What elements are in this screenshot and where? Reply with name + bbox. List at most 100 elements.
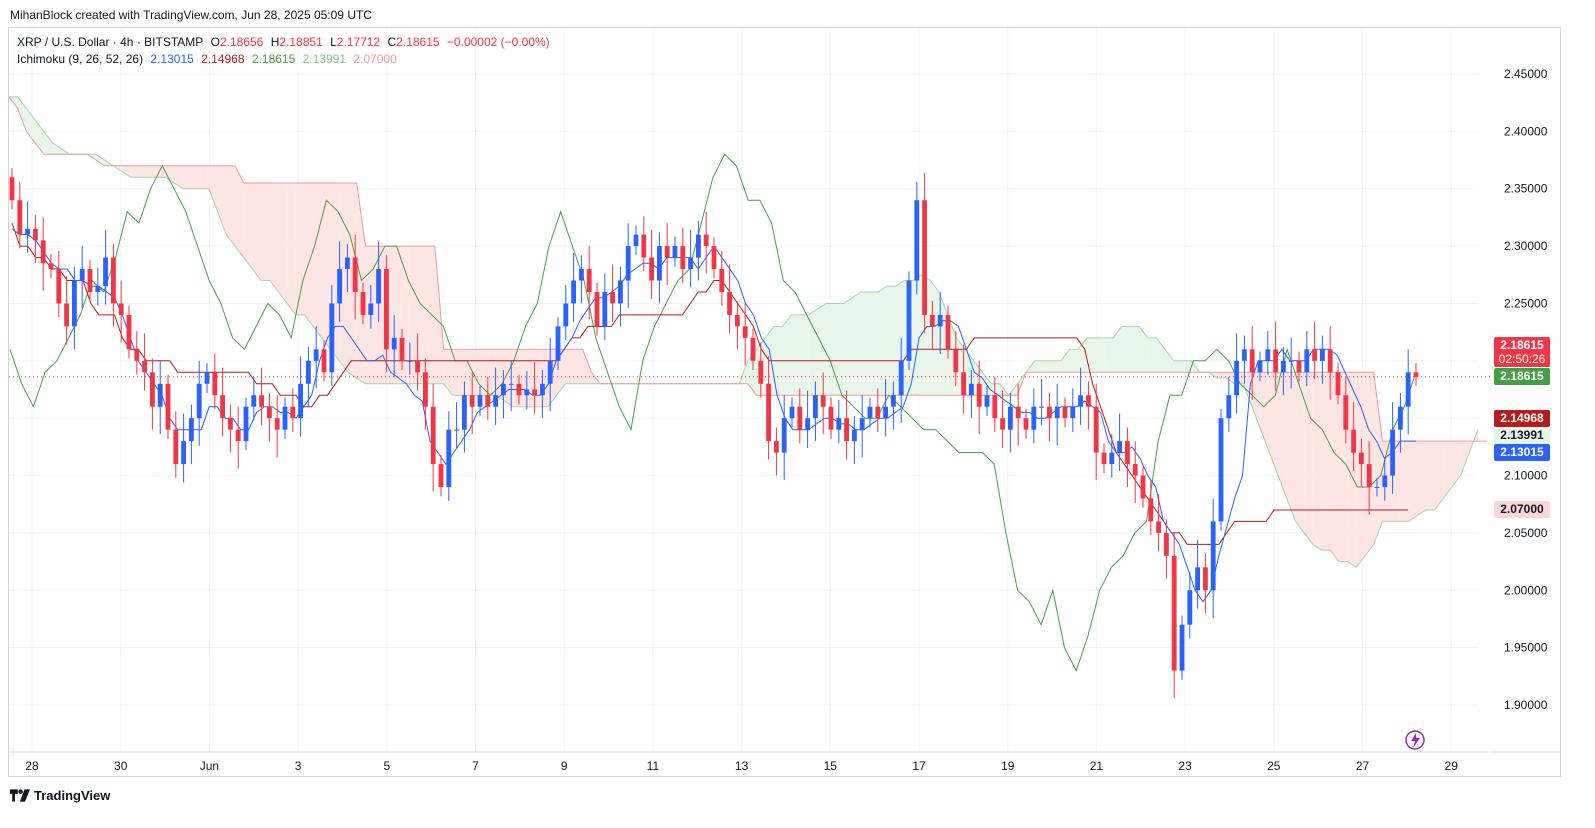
x-tick-label: 27	[1356, 759, 1370, 773]
candle	[422, 358, 428, 430]
candle	[40, 217, 46, 291]
cloud-segment	[426, 246, 435, 384]
candle-body	[1124, 441, 1130, 465]
candle-body	[812, 395, 818, 419]
candle	[337, 241, 343, 322]
candle	[1210, 498, 1216, 618]
candle-body	[1241, 349, 1247, 361]
candle-body	[688, 257, 694, 270]
candle-body	[173, 429, 179, 465]
price-label-text: 2.18615	[1500, 338, 1544, 352]
candle-body	[235, 429, 241, 442]
candle	[1241, 335, 1247, 384]
candle	[571, 252, 577, 322]
candle-body	[446, 429, 452, 488]
candle	[766, 356, 772, 460]
candle-body	[181, 441, 187, 465]
candle	[875, 388, 881, 432]
price-label-bg	[1494, 337, 1550, 367]
candle	[922, 172, 928, 334]
candle-body	[1000, 418, 1006, 430]
y-tick-label: 2.10000	[1504, 469, 1548, 483]
cloud-segment	[982, 372, 992, 396]
cloud-segment	[1408, 441, 1418, 522]
candle-body	[251, 395, 257, 407]
candle	[1382, 457, 1388, 501]
cloud-segment	[860, 291, 870, 396]
candle-body	[789, 406, 795, 419]
candle	[344, 243, 350, 292]
candle-body	[610, 291, 616, 304]
cloud-segment	[208, 165, 218, 212]
x-tick-label: 11	[647, 759, 660, 773]
candle	[945, 305, 951, 359]
cloud-segment	[1225, 372, 1235, 384]
candle	[305, 347, 311, 407]
close-value: 2.18615	[396, 35, 440, 49]
tradingview-brand[interactable]: TradingView	[10, 788, 110, 803]
candle-body	[313, 349, 319, 361]
candle	[953, 330, 959, 387]
candle	[415, 333, 421, 391]
indicator-label[interactable]: Ichimoku (9, 26, 52, 26)	[17, 52, 144, 66]
replay-lightning-icon[interactable]	[1405, 730, 1425, 750]
symbol-label[interactable]: XRP / U.S. Dollar · 4h · BITSTAMP	[17, 35, 204, 49]
high-value: 2.18851	[279, 35, 323, 49]
x-tick-label: 23	[1178, 759, 1192, 773]
candle-body	[422, 372, 428, 407]
cloud-segment	[43, 131, 53, 155]
candle-body	[773, 441, 779, 453]
cloud-segment	[52, 142, 62, 155]
cloud-segment	[878, 286, 887, 396]
candle-body	[625, 246, 631, 281]
candle	[274, 395, 280, 458]
cloud-segment	[321, 182, 331, 350]
candle	[266, 392, 272, 442]
candle-body	[469, 395, 475, 407]
cloud-segment	[200, 165, 209, 189]
cloud-segment	[1217, 372, 1226, 379]
candle-body	[40, 240, 46, 264]
candle-body	[578, 269, 584, 281]
candle	[781, 395, 787, 481]
candle-body	[337, 269, 343, 304]
candle-body	[142, 360, 148, 373]
candle	[1046, 392, 1052, 442]
candle-body	[79, 269, 85, 281]
candle	[758, 342, 764, 398]
candle-body	[1195, 567, 1201, 591]
low-label: L	[330, 35, 337, 49]
cloud-segment	[417, 246, 427, 384]
cloud-segment	[287, 182, 296, 315]
cloud-segment	[930, 280, 940, 396]
candle-body	[844, 418, 850, 442]
candle-body	[485, 395, 491, 407]
candle	[711, 236, 717, 279]
cloud-segment	[1321, 372, 1331, 551]
candle	[976, 360, 982, 435]
candle-body	[1078, 395, 1084, 407]
candle	[1273, 321, 1279, 391]
candle-body	[797, 406, 803, 430]
cloud-segment	[304, 182, 314, 327]
price-label-bg	[1494, 501, 1550, 518]
candle-body	[555, 326, 561, 361]
candle	[1117, 413, 1123, 471]
candle	[851, 415, 857, 465]
candle	[1351, 402, 1357, 471]
cloud-segment	[1443, 441, 1452, 499]
cloud-segment	[1260, 372, 1270, 453]
price-legend-row: XRP / U.S. Dollar · 4h · BITSTAMP O2.186…	[17, 34, 554, 51]
cloud-segment	[852, 291, 861, 396]
y-tick-label: 2.30000	[1504, 239, 1548, 253]
candle-body	[820, 395, 826, 407]
candle-body	[1031, 406, 1037, 430]
candle	[1234, 333, 1240, 414]
candle-body	[1062, 406, 1068, 419]
candle-body	[961, 372, 967, 396]
candle	[493, 367, 499, 426]
candle-body	[103, 257, 109, 287]
candle	[1062, 397, 1068, 428]
candle-body	[524, 389, 530, 396]
